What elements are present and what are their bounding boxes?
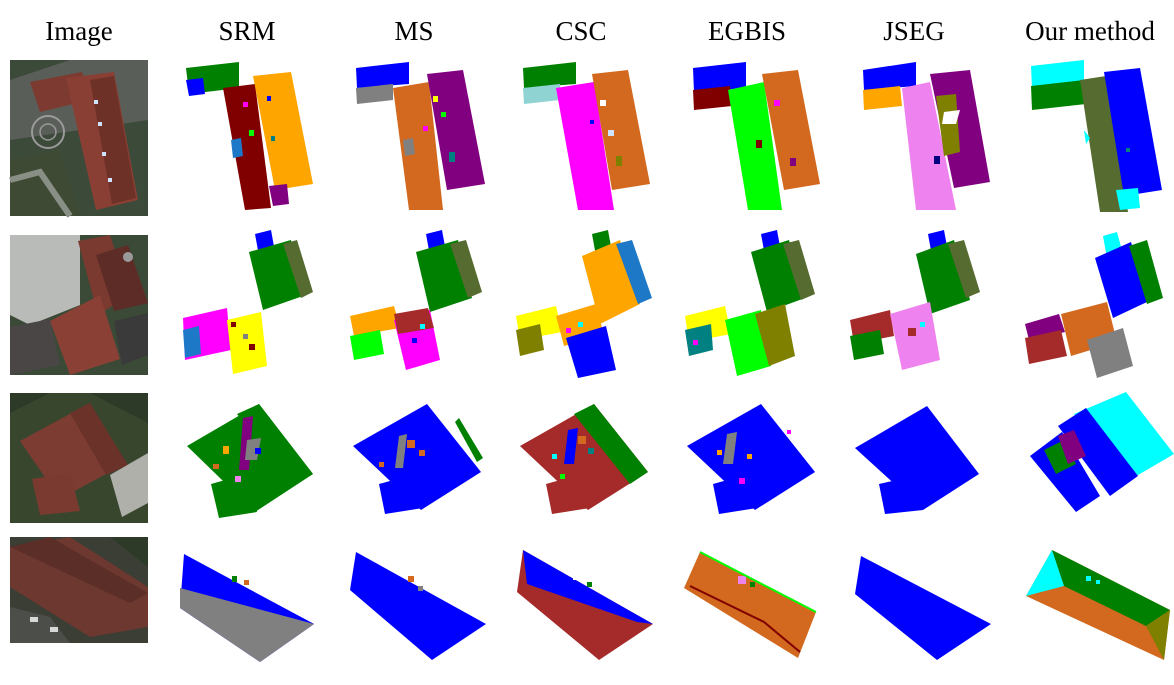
csc-segmentation-row-4 xyxy=(517,550,653,660)
egbis-segmentation-row-2 xyxy=(685,230,815,376)
column-header-egbis: EGBIS xyxy=(707,16,786,46)
csc-segmentation-row-3 xyxy=(520,404,648,514)
aerial-image-row-1 xyxy=(9,60,148,218)
aerial-image-row-4 xyxy=(10,537,148,643)
ms-segmentation-row-2 xyxy=(350,230,482,370)
our-method-segmentation-row-1 xyxy=(1031,60,1162,212)
segmentation-comparison-figure: Image SRM MS CSC EGBIS JSEG Our method xyxy=(9,16,1174,662)
srm-segmentation-row-3 xyxy=(187,404,313,518)
srm-segmentation-row-1 xyxy=(186,62,313,210)
column-header-image: Image xyxy=(45,16,113,46)
our-method-segmentation-row-4 xyxy=(1026,550,1170,660)
aerial-image-row-3 xyxy=(10,393,148,523)
column-header-jseg: JSEG xyxy=(883,16,945,46)
jseg-segmentation-row-4 xyxy=(855,556,991,660)
jseg-segmentation-row-1 xyxy=(863,62,990,210)
srm-segmentation-row-2 xyxy=(183,230,313,374)
egbis-segmentation-row-1 xyxy=(693,62,820,210)
csc-segmentation-row-1 xyxy=(523,62,650,210)
ms-segmentation-row-4 xyxy=(350,552,486,660)
aerial-image-row-2 xyxy=(10,235,148,375)
jseg-segmentation-row-2 xyxy=(850,230,980,370)
column-header-ms: MS xyxy=(394,16,434,46)
our-method-segmentation-row-3 xyxy=(1030,392,1174,512)
column-header-csc: CSC xyxy=(555,16,607,46)
column-header-srm: SRM xyxy=(218,16,276,46)
our-method-segmentation-row-2 xyxy=(1025,232,1163,378)
ms-segmentation-row-3 xyxy=(353,404,483,514)
egbis-segmentation-row-3 xyxy=(687,404,815,514)
jseg-segmentation-row-3 xyxy=(855,406,979,514)
csc-segmentation-row-2 xyxy=(516,230,652,378)
column-header-our-method: Our method xyxy=(1025,16,1155,46)
srm-segmentation-row-4 xyxy=(180,554,314,662)
ms-segmentation-row-1 xyxy=(356,62,485,210)
egbis-segmentation-row-4 xyxy=(684,551,817,658)
